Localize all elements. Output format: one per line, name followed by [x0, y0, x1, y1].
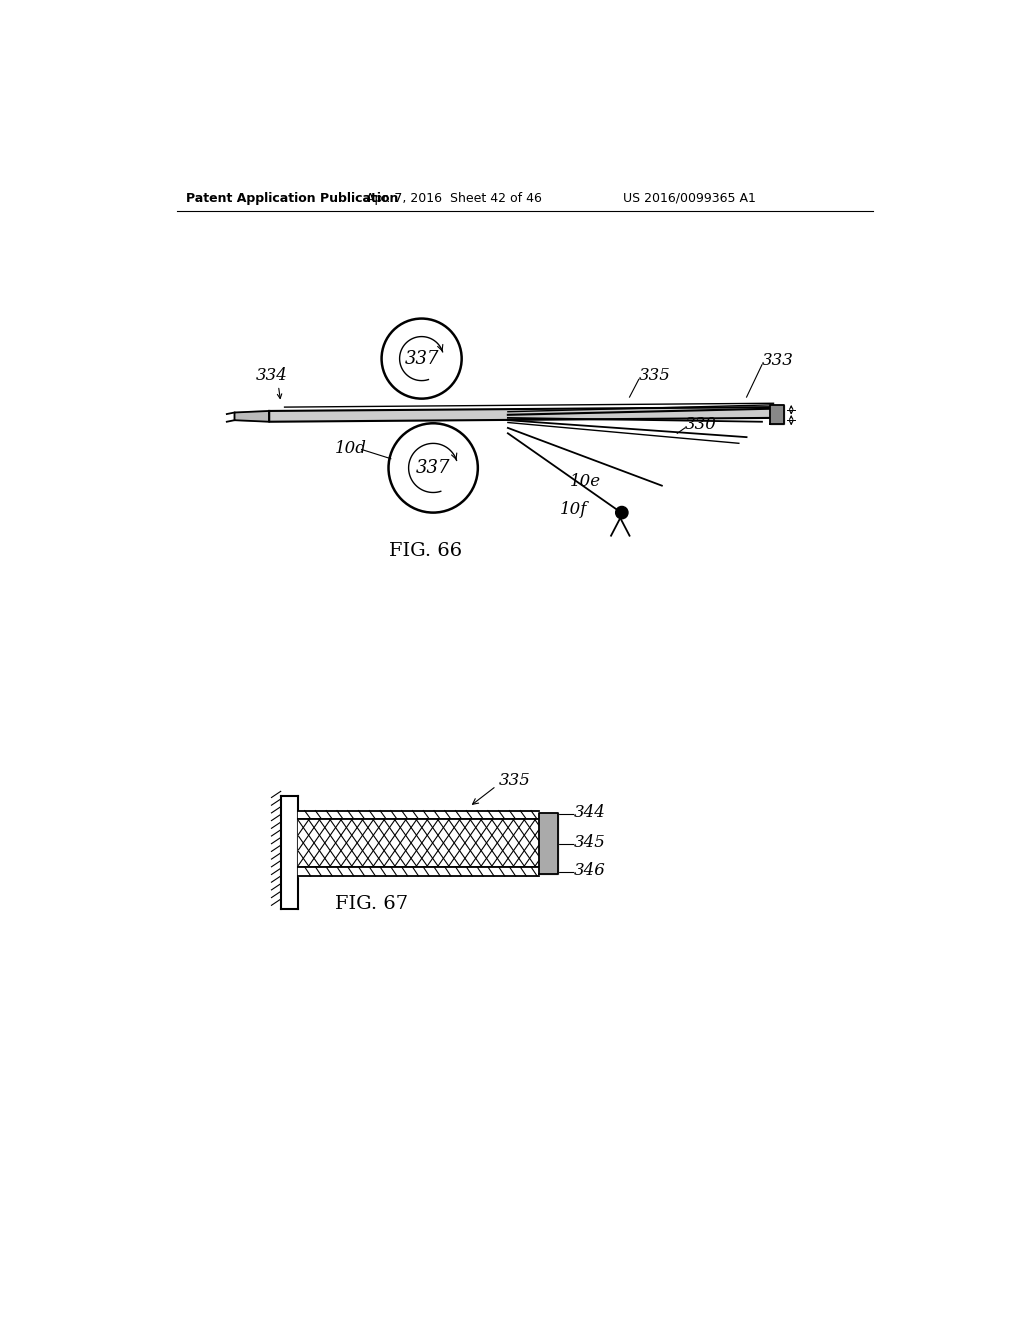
Polygon shape	[770, 405, 783, 424]
Text: 337: 337	[416, 459, 451, 477]
Text: 335: 335	[639, 367, 671, 384]
Text: 10d: 10d	[335, 440, 367, 457]
Text: Apr. 7, 2016  Sheet 42 of 46: Apr. 7, 2016 Sheet 42 of 46	[366, 191, 542, 205]
Text: 337: 337	[404, 350, 439, 367]
Polygon shape	[539, 813, 558, 874]
Text: 10e: 10e	[569, 474, 601, 490]
Text: 345: 345	[573, 834, 605, 850]
Text: FIG. 66: FIG. 66	[388, 543, 462, 560]
Text: 335: 335	[499, 772, 530, 789]
Text: US 2016/0099365 A1: US 2016/0099365 A1	[624, 191, 757, 205]
Polygon shape	[298, 867, 539, 876]
Text: 10f: 10f	[560, 502, 588, 517]
Text: 346: 346	[573, 862, 605, 879]
Circle shape	[615, 507, 628, 519]
Text: Patent Application Publication: Patent Application Publication	[186, 191, 398, 205]
Polygon shape	[234, 411, 269, 422]
Polygon shape	[269, 407, 773, 422]
Polygon shape	[298, 818, 539, 867]
Text: 344: 344	[573, 804, 605, 821]
Text: 330: 330	[685, 416, 717, 433]
Polygon shape	[298, 810, 539, 818]
Text: FIG. 67: FIG. 67	[335, 895, 408, 912]
Text: 333: 333	[762, 351, 794, 368]
Text: 334: 334	[256, 367, 288, 384]
